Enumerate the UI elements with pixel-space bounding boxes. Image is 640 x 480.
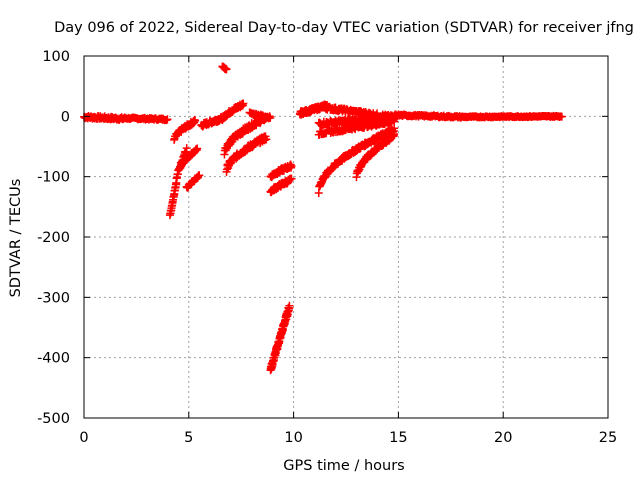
y-tick-label: -500 bbox=[37, 411, 70, 427]
data-point bbox=[162, 116, 171, 125]
y-tick-label: -100 bbox=[37, 170, 70, 186]
x-tick-label: 20 bbox=[494, 430, 512, 446]
data-point bbox=[287, 174, 296, 183]
data-point bbox=[557, 112, 566, 121]
data-point bbox=[222, 65, 231, 74]
x-tick-label: 10 bbox=[284, 430, 302, 446]
data-point bbox=[195, 171, 204, 180]
data-point bbox=[239, 99, 248, 108]
y-tick-label: 0 bbox=[61, 109, 70, 125]
y-tick-label: -300 bbox=[37, 290, 70, 306]
x-tick-label: 25 bbox=[599, 430, 617, 446]
x-axis-label: GPS time / hours bbox=[283, 458, 404, 474]
y-tick-label: 100 bbox=[42, 49, 70, 65]
x-tick-label: 5 bbox=[184, 430, 193, 446]
data-point bbox=[285, 301, 294, 310]
data-point bbox=[287, 162, 296, 171]
data-point bbox=[191, 116, 200, 125]
y-tick-label: -400 bbox=[37, 351, 70, 367]
data-point bbox=[182, 144, 191, 153]
data-point bbox=[193, 144, 202, 153]
data-point bbox=[262, 135, 271, 144]
x-tick-label: 0 bbox=[79, 430, 88, 446]
x-tick-label: 15 bbox=[389, 430, 407, 446]
y-tick-label: -200 bbox=[37, 230, 70, 246]
data-points bbox=[80, 62, 566, 375]
data-point bbox=[163, 115, 172, 124]
data-point bbox=[390, 130, 399, 139]
axis-ticks: 0 5 10 15 20 25 100 0 -100 -200 -300 -400 -500 bbox=[37, 49, 617, 446]
chart-title: Day 096 of 2022, Sidereal Day-to-day VTE… bbox=[54, 20, 634, 36]
data-point bbox=[266, 113, 275, 122]
y-axis-label: SDTVAR / TECUs bbox=[8, 179, 24, 298]
